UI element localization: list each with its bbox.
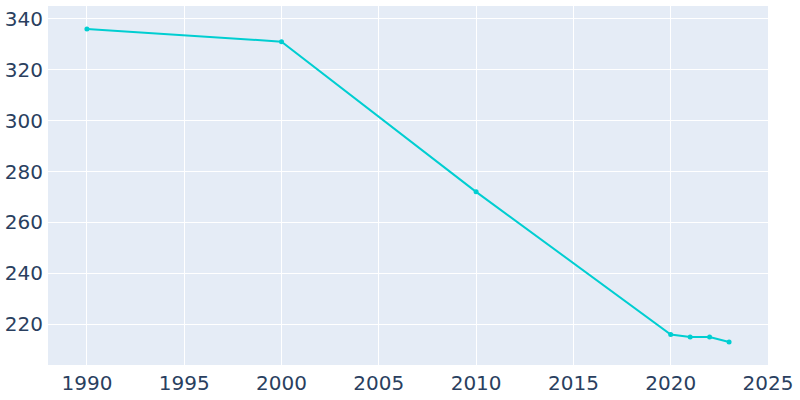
svg-text:280: 280: [5, 160, 43, 184]
svg-text:320: 320: [5, 58, 43, 82]
svg-text:220: 220: [5, 312, 43, 336]
svg-text:2015: 2015: [548, 371, 599, 395]
svg-text:2005: 2005: [353, 371, 404, 395]
svg-text:2020: 2020: [645, 371, 696, 395]
svg-text:2010: 2010: [451, 371, 502, 395]
svg-text:240: 240: [5, 261, 43, 285]
svg-text:1995: 1995: [159, 371, 210, 395]
svg-text:340: 340: [5, 7, 43, 31]
svg-text:2000: 2000: [256, 371, 307, 395]
svg-text:260: 260: [5, 210, 43, 234]
svg-text:1990: 1990: [61, 371, 112, 395]
svg-text:2025: 2025: [743, 371, 794, 395]
svg-text:300: 300: [5, 109, 43, 133]
